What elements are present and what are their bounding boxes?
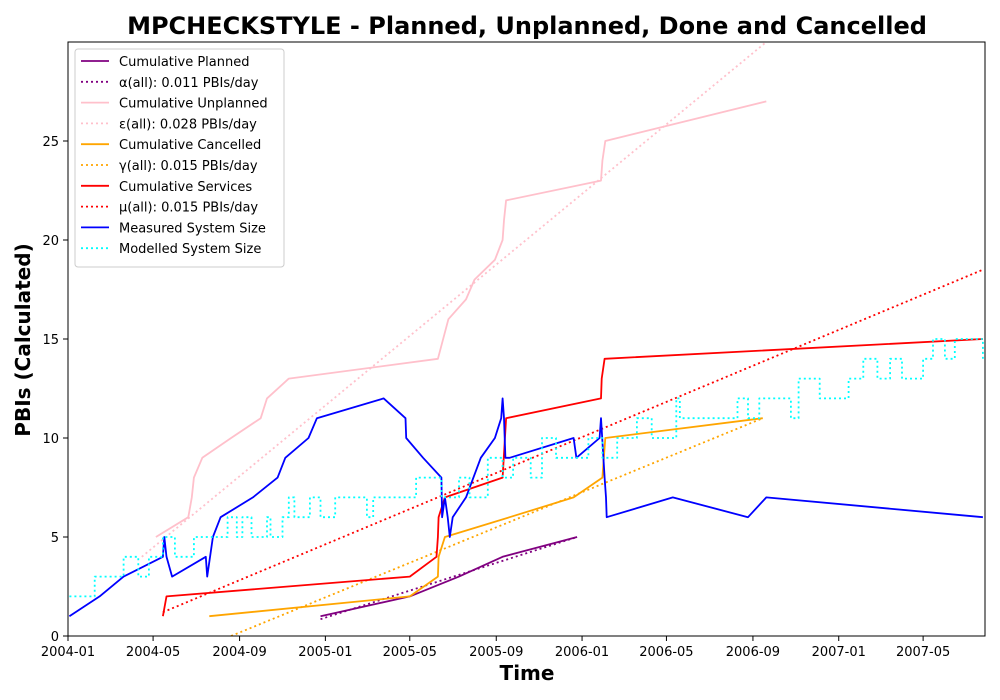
y-tick-label: 5 — [51, 531, 59, 546]
x-tick-label: 2005-05 — [383, 645, 437, 660]
x-tick-label: 2004-05 — [126, 645, 180, 660]
legend-entry-label: μ(all): 0.015 PBIs/day — [119, 201, 258, 216]
x-tick-label: 2004-01 — [41, 645, 95, 660]
y-tick-label: 0 — [51, 630, 59, 645]
legend-entry-label: Cumulative Unplanned — [119, 97, 268, 112]
legend-entry-label: γ(all): 0.015 PBIs/day — [119, 159, 258, 174]
y-tick-label: 25 — [42, 135, 59, 150]
legend-entry-label: Modelled System Size — [119, 242, 261, 257]
x-tick-label: 2006-05 — [639, 645, 693, 660]
x-tick-label: 2005-01 — [298, 645, 352, 660]
x-tick-label: 2004-09 — [212, 645, 266, 660]
legend: Cumulative Planned α(all): 0.011 PBIs/day… — [74, 48, 285, 268]
series-line-2-cumulative-unplanned — [155, 100, 767, 538]
x-tick-label: 2006-01 — [555, 645, 609, 660]
y-axis-ticks: 0 5 10 15 20 25 — [42, 135, 68, 645]
legend-entry-label: ε(all): 0.028 PBIs/day — [119, 117, 257, 132]
series-line-0-cumulative-planned — [320, 536, 578, 618]
series-layer — [68, 42, 984, 636]
legend-entry-label: Cumulative Planned — [119, 55, 249, 70]
series-line-5-all-0-015-pbis-day — [230, 417, 764, 636]
legend-entry-label: Cumulative Cancelled — [119, 138, 261, 153]
x-axis-ticks: 2004-01 2004-05 2004-09 2005-01 2005-05 2005-… — [41, 636, 950, 660]
y-tick-label: 20 — [42, 234, 59, 249]
y-axis-label: PBIs (Calculated) — [11, 243, 35, 436]
series-line-7-all-0-015-pbis-day — [162, 268, 984, 614]
x-tick-label: 2006-09 — [726, 645, 780, 660]
x-tick-label: 2005-09 — [469, 645, 523, 660]
x-axis-label: Time — [500, 661, 555, 685]
legend-entry-label: Measured System Size — [119, 221, 266, 236]
legend-box — [74, 48, 285, 268]
legend-entry-label: Cumulative Services — [119, 180, 252, 195]
x-tick-label: 2007-05 — [896, 645, 950, 660]
x-tick-label: 2007-01 — [812, 645, 866, 660]
chart-title: MPCHECKSTYLE - Planned, Unplanned, Done … — [127, 12, 927, 40]
legend-entry-label: α(all): 0.011 PBIs/day — [119, 76, 259, 91]
series-line-9-modelled-system-size — [69, 338, 984, 598]
y-tick-label: 10 — [42, 432, 59, 447]
y-tick-label: 15 — [42, 333, 59, 348]
